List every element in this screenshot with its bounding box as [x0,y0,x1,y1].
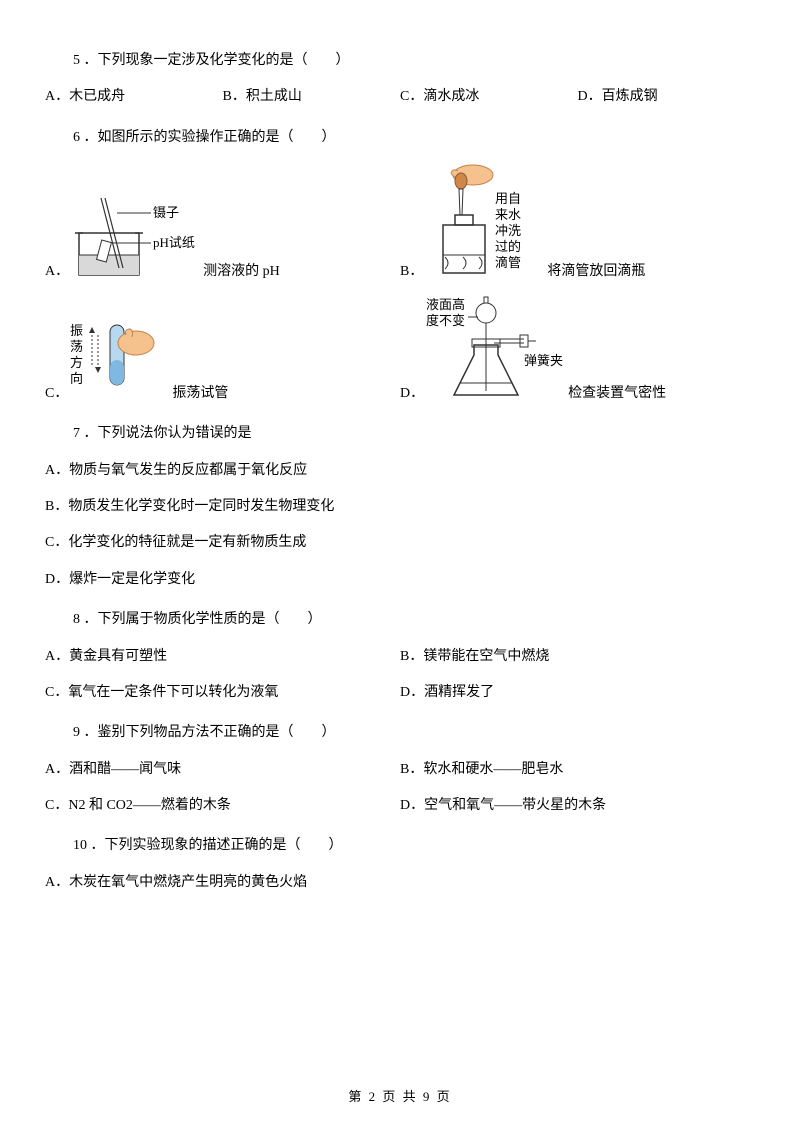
q6-b-diagram: 用自 来水 冲洗 过的 滴管 [423,163,543,283]
q10-text: 10 ．下列实验现象的描述正确的是（ ） [45,835,755,857]
q5-opt-d: D．百炼成钢 [578,86,756,108]
svg-text:荡: 荡 [70,339,83,354]
svg-text:滴管: 滴管 [495,255,521,270]
shake-tube-icon: 振 荡 方 向 [68,315,168,405]
q8-text: 8 ．下列属于物质化学性质的是（ ） [45,609,755,631]
q6-a-prefix: A． [45,261,69,283]
q7-opt-c: C．化学变化的特征就是一定有新物质生成 [45,532,755,554]
q5-text: 5 ．下列现象一定涉及化学变化的是（ ） [45,50,755,72]
svg-text:来水: 来水 [495,207,521,222]
q6-b-caption: 将滴管放回滴瓶 [547,261,645,283]
page-footer: 第 2 页 共 9 页 [0,1087,800,1108]
beaker-ph-icon: 镊子 pH试纸 [69,193,199,283]
q5-opt-a: A．木已成舟 [45,86,223,108]
question-8: 8 ．下列属于物质化学性质的是（ ） A．黄金具有可塑性 B．镁带能在空气中燃烧… [45,609,755,704]
question-7: 7 ．下列说法你认为错误的是 A．物质与氧气发生的反应都属于氧化反应 B．物质发… [45,423,755,591]
q6-opt-d: D． 液面高 度不变 弹簧夹 [400,295,755,405]
q6-c-diagram: 振 荡 方 向 [68,315,168,405]
q9-opt-d: D．空气和氧气——带火星的木条 [400,795,755,817]
q6-c-caption: 振荡试管 [172,383,228,405]
q9-opt-c: C．N2 和 CO2——燃着的木条 [45,795,400,817]
q6-a-caption: 测溶液的 pH [203,261,280,283]
svg-text:度不变: 度不变 [426,313,465,328]
q8-row-2: C．氧气在一定条件下可以转化为液氧 D．酒精挥发了 [45,682,755,704]
svg-text:液面高: 液面高 [426,297,465,312]
q7-opt-a: A．物质与氧气发生的反应都属于氧化反应 [45,460,755,482]
q6-d-prefix: D． [400,383,424,405]
q6-text: 6 ．如图所示的实验操作正确的是（ ） [45,127,755,149]
svg-text:振: 振 [70,323,83,338]
q9-opt-a: A．酒和醋——闻气味 [45,759,400,781]
svg-text:方: 方 [70,355,83,370]
q6-c-prefix: C． [45,383,68,405]
question-10: 10 ．下列实验现象的描述正确的是（ ） A．木炭在氧气中燃烧产生明亮的黄色火焰 [45,835,755,894]
q6-opt-b: B． 用自 [400,163,755,283]
question-6: 6 ．如图所示的实验操作正确的是（ ） A． 镊子 pH试纸 [45,127,755,405]
q9-text: 9 ．鉴别下列物品方法不正确的是（ ） [45,722,755,744]
svg-text:弹簧夹: 弹簧夹 [524,353,563,368]
q7-opt-d: D．爆炸一定是化学变化 [45,569,755,591]
svg-text:冲洗: 冲洗 [495,223,521,238]
svg-text:向: 向 [70,371,83,386]
q6-opt-a: A． 镊子 pH试纸 测溶液的 pH [45,193,400,283]
airtight-check-icon: 液面高 度不变 弹簧夹 [424,295,564,405]
q8-row-1: A．黄金具有可塑性 B．镁带能在空气中燃烧 [45,646,755,668]
q6-row-2: C． 振 荡 方 向 [45,295,755,405]
q6-row-1: A． 镊子 pH试纸 测溶液的 pH [45,163,755,283]
q8-opt-a: A．黄金具有可塑性 [45,646,400,668]
q6-opt-c: C． 振 荡 方 向 [45,315,400,405]
q6-d-caption: 检查装置气密性 [568,383,666,405]
q9-row-1: A．酒和醋——闻气味 B．软水和硬水——肥皂水 [45,759,755,781]
q5-options: A．木已成舟 B．积土成山 C．滴水成冰 D．百炼成钢 [45,86,755,108]
question-5: 5 ．下列现象一定涉及化学变化的是（ ） A．木已成舟 B．积土成山 C．滴水成… [45,50,755,109]
q9-row-2: C．N2 和 CO2——燃着的木条 D．空气和氧气——带火星的木条 [45,795,755,817]
label-ph-paper: pH试纸 [153,235,195,250]
q10-opt-a: A．木炭在氧气中燃烧产生明亮的黄色火焰 [45,872,755,894]
q8-opt-b: B．镁带能在空气中燃烧 [400,646,755,668]
svg-text:过的: 过的 [495,239,521,254]
dropper-bottle-icon: 用自 来水 冲洗 过的 滴管 [423,163,543,283]
q5-opt-c: C．滴水成冰 [400,86,578,108]
q6-b-prefix: B． [400,261,423,283]
q6-a-diagram: 镊子 pH试纸 [69,193,199,283]
q6-d-diagram: 液面高 度不变 弹簧夹 [424,295,564,405]
q7-opt-b: B．物质发生化学变化时一定同时发生物理变化 [45,496,755,518]
question-9: 9 ．鉴别下列物品方法不正确的是（ ） A．酒和醋——闻气味 B．软水和硬水——… [45,722,755,817]
q5-opt-b: B．积土成山 [223,86,401,108]
label-tweezers: 镊子 [153,205,179,220]
q9-opt-b: B．软水和硬水——肥皂水 [400,759,755,781]
q8-opt-c: C．氧气在一定条件下可以转化为液氧 [45,682,400,704]
svg-text:用自: 用自 [495,191,521,206]
q7-text: 7 ．下列说法你认为错误的是 [45,423,755,445]
q8-opt-d: D．酒精挥发了 [400,682,755,704]
